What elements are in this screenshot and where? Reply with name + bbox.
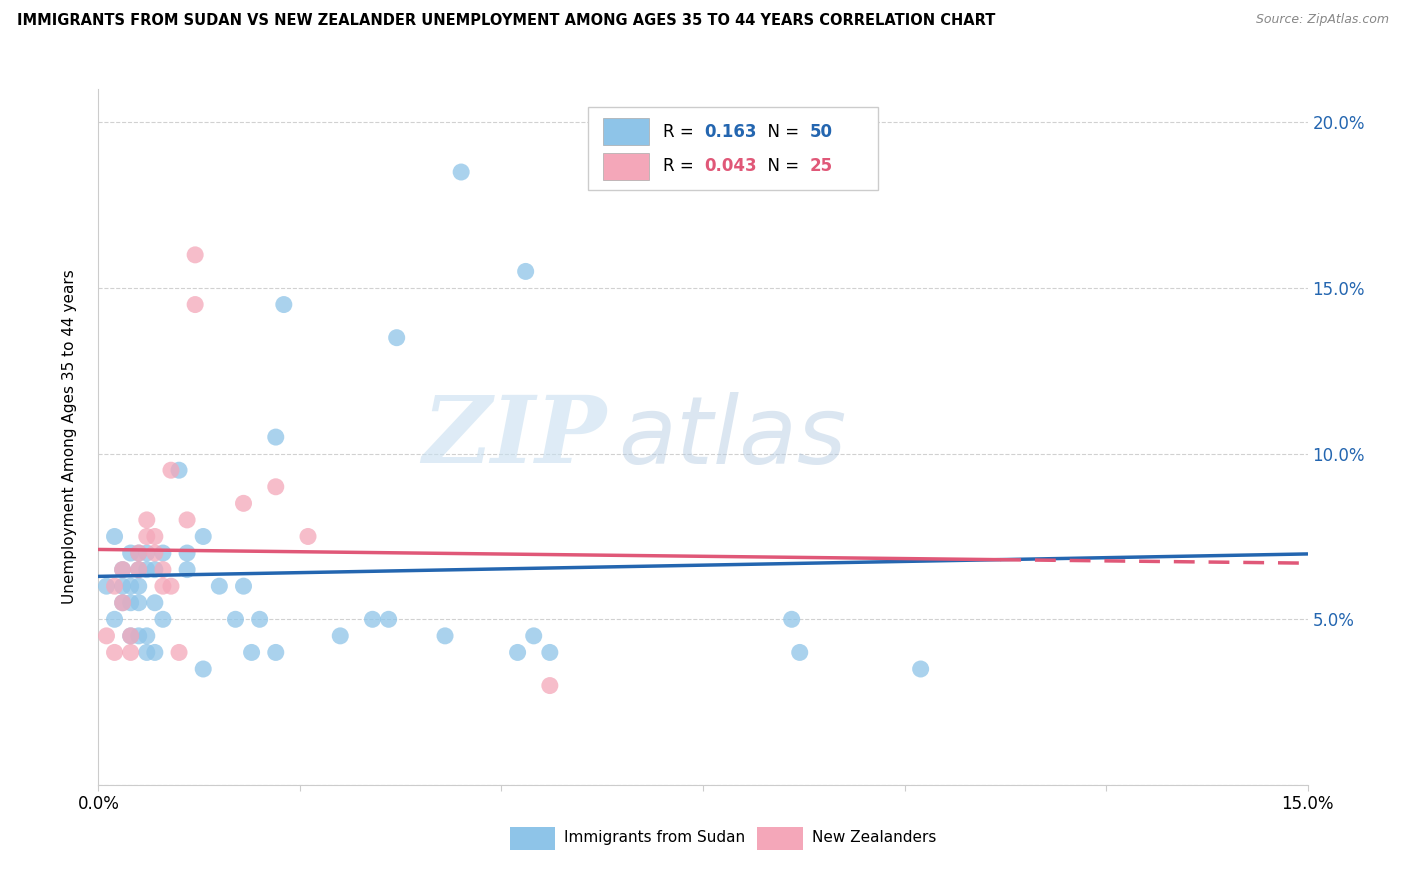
Point — [193, 529, 215, 543]
Point — [167, 645, 190, 659]
FancyBboxPatch shape — [758, 827, 803, 850]
Point — [120, 629, 142, 643]
Point — [135, 546, 157, 560]
Point — [176, 513, 198, 527]
Point — [128, 563, 150, 577]
Point — [128, 629, 150, 643]
Text: IMMIGRANTS FROM SUDAN VS NEW ZEALANDER UNEMPLOYMENT AMONG AGES 35 TO 44 YEARS CO: IMMIGRANTS FROM SUDAN VS NEW ZEALANDER U… — [17, 13, 995, 29]
Point — [120, 579, 142, 593]
Point — [167, 463, 190, 477]
Point — [297, 529, 319, 543]
Point — [361, 612, 384, 626]
Point — [224, 612, 246, 626]
Point — [515, 264, 537, 278]
Text: Source: ZipAtlas.com: Source: ZipAtlas.com — [1256, 13, 1389, 27]
Point — [329, 629, 352, 643]
Point — [120, 546, 142, 560]
Point — [910, 662, 932, 676]
FancyBboxPatch shape — [509, 827, 555, 850]
Text: New Zealanders: New Zealanders — [811, 830, 936, 846]
Point — [273, 297, 295, 311]
Point — [450, 165, 472, 179]
Point — [176, 546, 198, 560]
FancyBboxPatch shape — [603, 153, 648, 179]
Point — [111, 563, 134, 577]
Point — [377, 612, 399, 626]
Point — [103, 645, 125, 659]
Point — [135, 629, 157, 643]
Point — [143, 546, 166, 560]
FancyBboxPatch shape — [588, 106, 879, 190]
Point — [128, 546, 150, 560]
Point — [523, 629, 546, 643]
Point — [184, 297, 207, 311]
Point — [128, 563, 150, 577]
Point — [193, 662, 215, 676]
Text: atlas: atlas — [619, 392, 846, 483]
Point — [506, 645, 529, 659]
FancyBboxPatch shape — [603, 119, 648, 145]
Text: 0.043: 0.043 — [704, 157, 756, 176]
Point — [208, 579, 231, 593]
Text: N =: N = — [758, 157, 804, 176]
Point — [152, 612, 174, 626]
Point — [111, 596, 134, 610]
Point — [135, 529, 157, 543]
Point — [103, 529, 125, 543]
Point — [152, 546, 174, 560]
Point — [111, 596, 134, 610]
Text: ZIP: ZIP — [422, 392, 606, 482]
Text: R =: R = — [664, 157, 699, 176]
Point — [160, 463, 183, 477]
Point — [128, 596, 150, 610]
Point — [143, 596, 166, 610]
Point — [780, 612, 803, 626]
Point — [96, 629, 118, 643]
Point — [184, 248, 207, 262]
Point — [103, 612, 125, 626]
Point — [96, 579, 118, 593]
Point — [143, 529, 166, 543]
Point — [135, 513, 157, 527]
Point — [249, 612, 271, 626]
Point — [160, 579, 183, 593]
Point — [232, 579, 254, 593]
Text: Immigrants from Sudan: Immigrants from Sudan — [564, 830, 745, 846]
Point — [152, 579, 174, 593]
Point — [128, 579, 150, 593]
Point — [789, 645, 811, 659]
Point — [120, 645, 142, 659]
Point — [264, 645, 287, 659]
Point — [152, 563, 174, 577]
Point — [135, 645, 157, 659]
Text: R =: R = — [664, 122, 699, 141]
Point — [538, 645, 561, 659]
Point — [120, 629, 142, 643]
Text: N =: N = — [758, 122, 804, 141]
Point — [240, 645, 263, 659]
Text: 25: 25 — [810, 157, 832, 176]
Point — [176, 563, 198, 577]
Point — [120, 596, 142, 610]
Point — [143, 645, 166, 659]
Point — [135, 563, 157, 577]
Point — [434, 629, 457, 643]
Text: 0.163: 0.163 — [704, 122, 756, 141]
Point — [103, 579, 125, 593]
Point — [128, 546, 150, 560]
Point — [538, 679, 561, 693]
Text: 50: 50 — [810, 122, 832, 141]
Point — [385, 331, 408, 345]
Point — [111, 579, 134, 593]
Point — [232, 496, 254, 510]
Y-axis label: Unemployment Among Ages 35 to 44 years: Unemployment Among Ages 35 to 44 years — [62, 269, 77, 605]
Point — [264, 480, 287, 494]
Point — [143, 563, 166, 577]
Point — [111, 563, 134, 577]
Point — [264, 430, 287, 444]
